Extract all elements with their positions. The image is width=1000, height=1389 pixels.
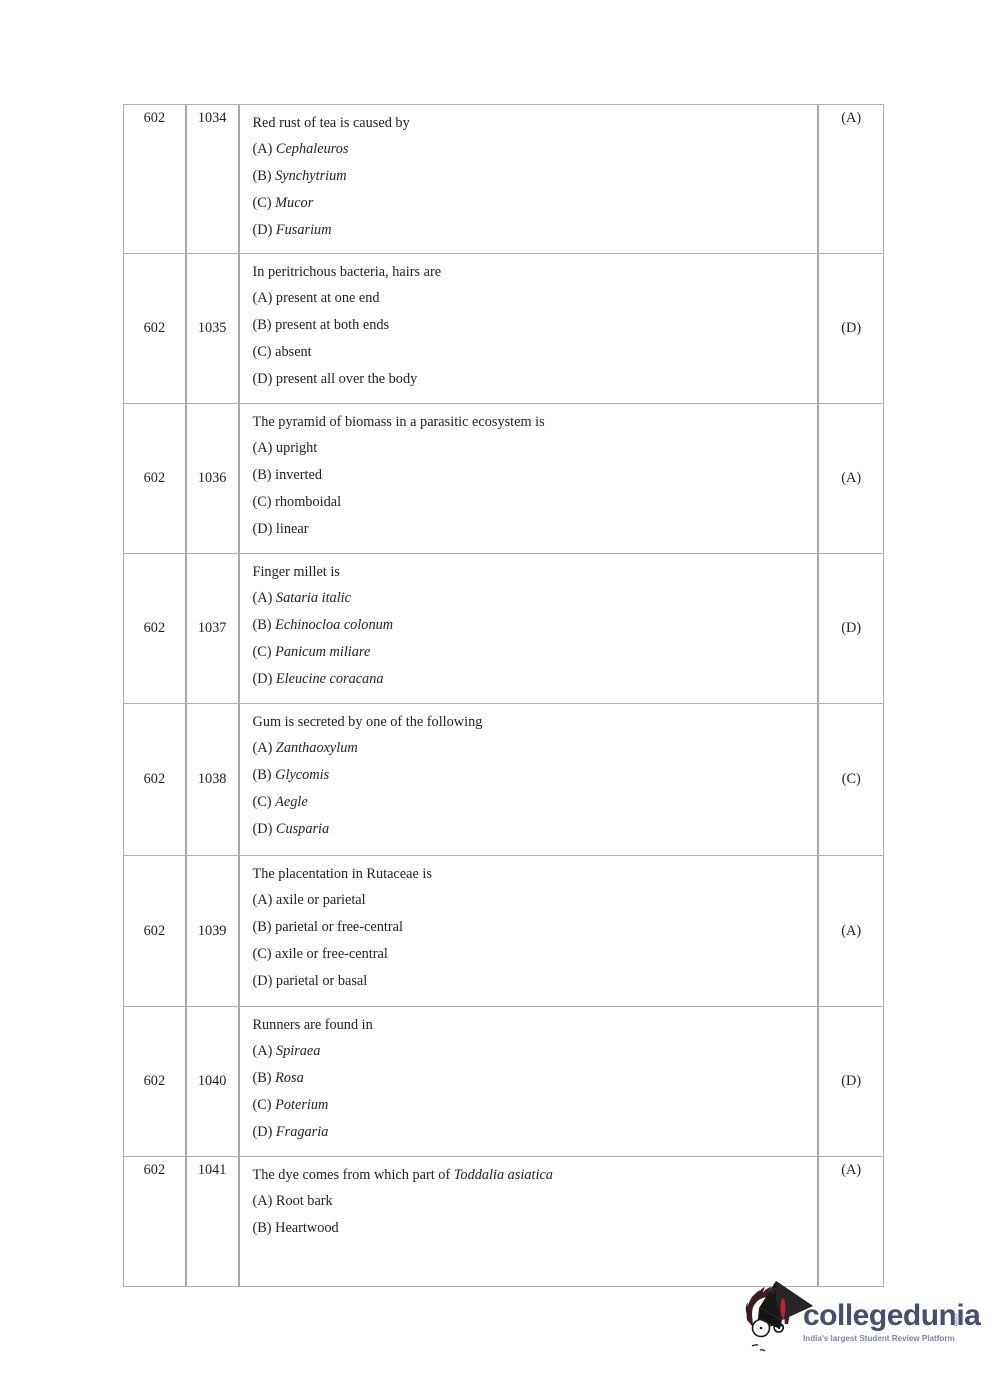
svg-text:India's largest Student Review: India's largest Student Review Platform	[803, 1334, 955, 1343]
svg-text:.com: .com	[952, 1312, 959, 1327]
